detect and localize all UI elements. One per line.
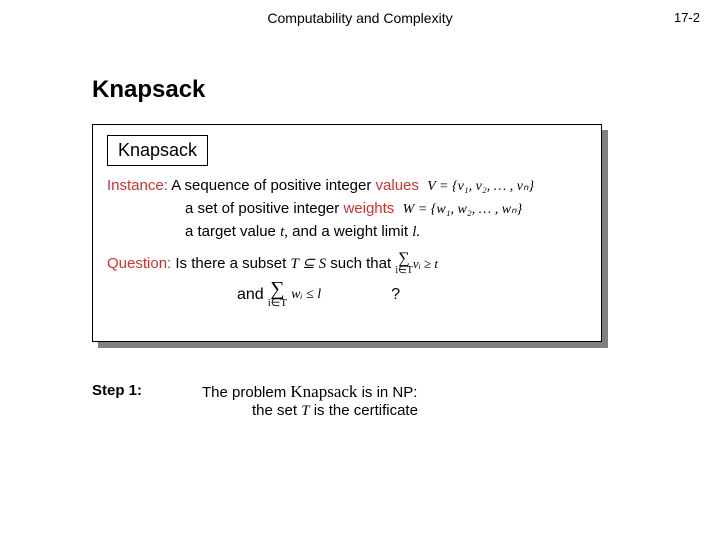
page-title: Knapsack (92, 76, 720, 104)
step-text-1b: is in NP: (357, 384, 417, 401)
instance-text-3a: a target value (185, 223, 280, 240)
instance-text-3b: and a weight limit (288, 223, 412, 240)
target-t: t, (280, 224, 288, 240)
question-label: Question: (107, 255, 171, 272)
sum-v-expr: vᵢ ≥ t (413, 256, 438, 271)
sum-sub-1: i∈T (395, 266, 413, 276)
box-title-frame: Knapsack (107, 135, 208, 166)
and-row: and ∑ i∈T wᵢ ≤ l ? (107, 280, 587, 309)
values-set: V = {v₁, v₂, … , vₙ} (427, 179, 534, 194)
weights-set: W = {w₁, w₂, … , wₙ} (403, 202, 523, 217)
instance-line-3: a target value t, and a weight limit l. (107, 222, 587, 242)
step-text-2b: is the certificate (310, 402, 418, 419)
question-line: Question: Is there a subset T ⊆ S such t… (107, 252, 587, 276)
box-title: Knapsack (118, 140, 197, 160)
instance-values-word: values (376, 177, 419, 194)
instance-text-1a: A sequence of positive integer (168, 177, 376, 194)
sum-values: ∑ i∈T (395, 252, 413, 276)
and-label: and (237, 286, 264, 304)
step-line-2: the set T is the certificate (202, 402, 418, 420)
sum-sub-2: i∈T (268, 298, 287, 309)
definition-box: Knapsack Instance: A sequence of positiv… (92, 124, 602, 342)
instance-weights-word: weights (343, 200, 394, 217)
step-text-1a: The problem (202, 384, 290, 401)
step-text-2a: the set (252, 402, 301, 419)
question-text-1b: such that (326, 255, 391, 272)
step-T: T (301, 403, 309, 419)
limit-l: l. (412, 224, 420, 240)
step-body: The problem Knapsack is in NP: the set T… (202, 382, 418, 420)
step-row: Step 1: The problem Knapsack is in NP: t… (92, 382, 720, 420)
sum-weights: ∑ i∈T (268, 280, 287, 309)
instance-text-2a: a set of positive integer (185, 200, 343, 217)
header-text: Computability and Complexity (0, 0, 720, 26)
definition-box-wrap: Knapsack Instance: A sequence of positiv… (92, 124, 602, 342)
step-label: Step 1: (92, 382, 202, 420)
question-text-1a: Is there a subset (171, 255, 290, 272)
sum-w-expr: wᵢ ≤ l (291, 287, 321, 303)
question-ts: T ⊆ S (290, 256, 326, 272)
step-line-1: The problem Knapsack is in NP: (202, 382, 418, 402)
page-number: 17-2 (674, 10, 700, 25)
instance-label: Instance: (107, 177, 168, 194)
step-knapsack: Knapsack (290, 382, 357, 401)
instance-line-2: a set of positive integer weights W = {w… (107, 199, 587, 220)
instance-line-1: Instance: A sequence of positive integer… (107, 176, 587, 197)
question-mark: ? (391, 286, 400, 304)
